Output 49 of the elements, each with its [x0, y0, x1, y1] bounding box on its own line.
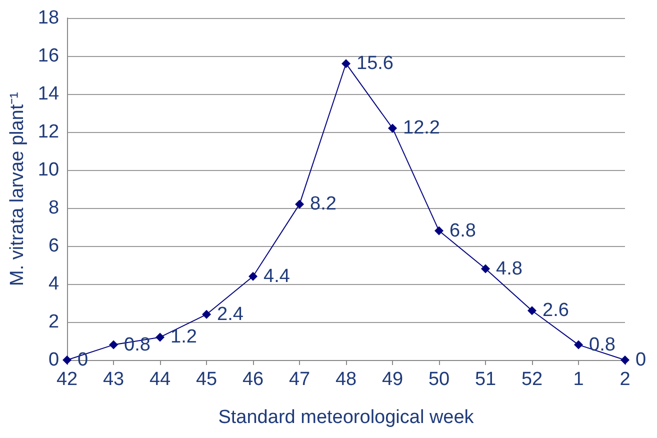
data-label: 4.8	[496, 258, 522, 280]
data-label: 2.4	[217, 304, 244, 325]
x-tick-label: 1	[573, 369, 584, 390]
y-tick-label: 10	[38, 160, 60, 180]
x-tick-label: 48	[335, 369, 357, 390]
y-tick-label: 18	[38, 8, 60, 28]
y-tick-label: 2	[48, 312, 60, 332]
x-tick-label: 43	[102, 369, 124, 390]
data-label: 0	[78, 350, 88, 370]
data-label: 0.8	[589, 334, 616, 356]
x-axis-title: Standard meteorological week	[218, 407, 474, 428]
data-label: 6.8	[450, 220, 476, 242]
data-label: 0.8	[124, 334, 150, 356]
point	[202, 310, 212, 319]
data-label: 12.2	[403, 118, 440, 139]
point	[295, 200, 304, 209]
point	[109, 340, 118, 350]
point	[388, 124, 398, 133]
y-tick-label: 12	[38, 122, 60, 142]
point	[434, 226, 444, 236]
data-label: 1.2	[170, 326, 197, 348]
x-tick-label: 50	[428, 369, 450, 390]
y-tick-label: 6	[48, 236, 60, 256]
point	[248, 272, 258, 281]
x-tick-label: 44	[149, 369, 172, 390]
x-tick-label: 52	[521, 369, 543, 390]
y-tick-label: 4	[48, 274, 60, 294]
x-tick-label: 2	[620, 369, 630, 390]
y-tick-label: 0	[48, 350, 60, 370]
data-label: 0	[636, 350, 646, 370]
point	[342, 59, 351, 68]
x-tick-label: 45	[196, 369, 218, 390]
data-label: 8.2	[310, 194, 336, 215]
x-tick-label: 49	[382, 369, 404, 390]
y-tick-label: 8	[48, 198, 60, 218]
point	[156, 332, 165, 342]
x-tick-label: 51	[474, 369, 496, 390]
x-tick-label: 46	[242, 369, 264, 390]
data-label: 15.6	[356, 53, 394, 74]
data-label: 4.4	[264, 266, 290, 287]
y-tick-label: 14	[38, 84, 60, 104]
y-tick-label: 16	[38, 46, 60, 66]
x-tick-label: 47	[288, 369, 310, 390]
point	[528, 306, 537, 316]
y-axis-title: M. vitrata larvae plant⁻¹	[7, 92, 28, 286]
point	[481, 264, 490, 274]
data-label: 2.6	[542, 300, 569, 322]
point	[574, 340, 584, 350]
x-tick-label: 42	[56, 369, 78, 390]
